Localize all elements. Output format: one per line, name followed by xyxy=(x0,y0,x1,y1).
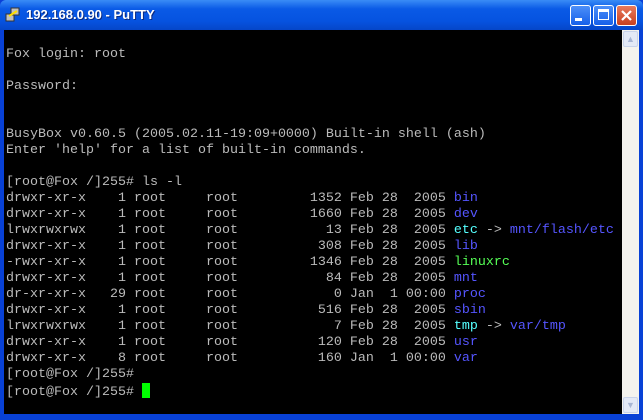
maximize-icon xyxy=(598,9,609,20)
ls-entry-name: proc xyxy=(453,287,486,302)
putty-icon xyxy=(5,7,20,22)
maximize-button[interactable] xyxy=(593,5,614,26)
title-bar[interactable]: 192.168.0.90 - PuTTY xyxy=(0,0,643,30)
terminal-line: BusyBox v0.60.5 (2005.02.11-19:09+0000) … xyxy=(6,127,486,142)
ls-entry-name: dev xyxy=(453,207,478,222)
close-icon xyxy=(621,10,632,21)
terminal-line: [root@Fox /]255# ls -l xyxy=(6,175,182,190)
cursor xyxy=(141,383,150,398)
link-arrow: -> xyxy=(477,223,510,238)
terminal-line: Fox login: root xyxy=(6,47,126,62)
terminal-line: Password: xyxy=(6,79,78,94)
ls-entry-name: lib xyxy=(453,239,478,254)
ls-row-info: drwxr-xr-x 1 root root 308 Feb 28 2005 xyxy=(6,239,454,254)
chevron-up-icon: ▲ xyxy=(626,34,635,44)
ls-row-info: lrwxrwxrwx 1 root root 7 Feb 28 2005 xyxy=(6,319,454,334)
ls-row-info: drwxr-xr-x 1 root root 1352 Feb 28 2005 xyxy=(6,191,454,206)
chevron-down-icon: ▼ xyxy=(626,400,635,410)
terminal-area[interactable]: Fox login: root Password: BusyBox v0.60.… xyxy=(4,30,622,414)
ls-row-info: drwxr-xr-x 1 root root 516 Feb 28 2005 xyxy=(6,303,454,318)
ls-entry-name: linuxrc xyxy=(453,255,510,270)
ls-row-info: lrwxrwxrwx 1 root root 13 Feb 28 2005 xyxy=(6,223,454,238)
ls-entry-name: var xyxy=(453,351,478,366)
ls-row-info: drwxr-xr-x 8 root root 160 Jan 1 00:00 xyxy=(6,351,454,366)
scroll-up-button[interactable]: ▲ xyxy=(623,31,638,47)
prompt-line: [root@Fox /]255# xyxy=(6,385,142,400)
scroll-down-button[interactable]: ▼ xyxy=(623,397,638,413)
close-button[interactable] xyxy=(616,5,637,26)
ls-entry-name: usr xyxy=(453,335,478,350)
link-arrow: -> xyxy=(477,319,510,334)
minimize-button[interactable] xyxy=(570,5,591,26)
ls-row-info: drwxr-xr-x 1 root root 84 Feb 28 2005 xyxy=(6,271,454,286)
ls-row-info: -rwxr-xr-x 1 root root 1346 Feb 28 2005 xyxy=(6,255,454,270)
ls-row-info: dr-xr-xr-x 29 root root 0 Jan 1 00:00 xyxy=(6,287,454,302)
ls-entry-name: sbin xyxy=(453,303,486,318)
link-target: var/tmp xyxy=(509,319,566,334)
prompt-line: [root@Fox /]255# xyxy=(6,367,142,382)
ls-entry-name: mnt xyxy=(453,271,478,286)
minimize-icon xyxy=(575,18,582,21)
ls-entry-name: tmp xyxy=(453,319,478,334)
ls-row-info: drwxr-xr-x 1 root root 120 Feb 28 2005 xyxy=(6,335,454,350)
window-title: 192.168.0.90 - PuTTY xyxy=(26,7,155,22)
terminal-line: Enter 'help' for a list of built-in comm… xyxy=(6,143,366,158)
ls-entry-name: bin xyxy=(453,191,478,206)
ls-entry-name: etc xyxy=(453,223,478,238)
link-target: mnt/flash/etc xyxy=(509,223,614,238)
terminal-output: Fox login: root Password: BusyBox v0.60.… xyxy=(4,30,622,401)
ls-row-info: drwxr-xr-x 1 root root 1660 Feb 28 2005 xyxy=(6,207,454,222)
scrollbar[interactable]: ▲ ▼ xyxy=(622,30,639,414)
